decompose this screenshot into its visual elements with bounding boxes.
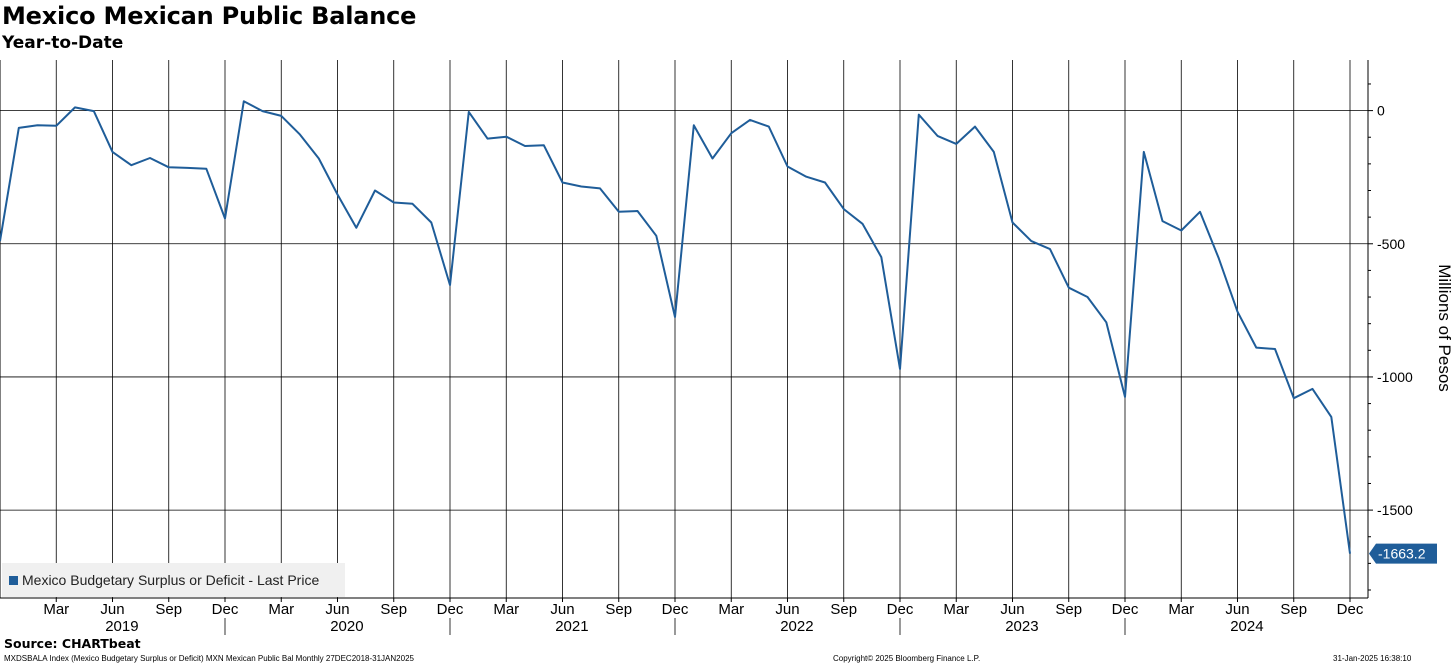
last-value-label: -1663.2 [1369, 543, 1437, 564]
x-tick-label: Dec [212, 601, 239, 618]
footer-timestamp: 31-Jan-2025 16:38:10 [1333, 654, 1412, 663]
legend-swatch [9, 575, 18, 585]
x-tick-label: Dec [887, 601, 914, 618]
footer-copyright: Copyright© 2025 Bloomberg Finance L.P. [833, 654, 981, 663]
series-layer [0, 100, 1351, 554]
x-tick-label: Dec [1112, 601, 1139, 618]
x-tick-label: Jun [325, 601, 349, 618]
y-tick-label: -1500 [1377, 502, 1413, 518]
x-axis: Mar Jun Sep Dec Mar Jun Sep Dec Mar Jun Sep Dec Mar J… [43, 598, 1364, 635]
horizontal-gridlines [0, 110, 1368, 511]
x-tick-label: Sep [155, 601, 182, 618]
chart-subtitle: Year-to-Date [2, 33, 124, 53]
y-axis-title: Millions of Pesos [1435, 264, 1454, 392]
x-tick-label: Sep [380, 601, 407, 618]
x-tick-label: Jun [100, 601, 124, 618]
x-tick-label: Dec [437, 601, 464, 618]
x-tick-label: Sep [1280, 601, 1307, 618]
year-label: 2019 [105, 618, 138, 635]
y-tick-label: -500 [1377, 236, 1405, 252]
year-label: 2021 [555, 618, 588, 635]
x-tick-label: Jun [550, 601, 574, 618]
x-tick-label: Dec [662, 601, 689, 618]
x-tick-label: Mar [943, 601, 969, 618]
y-axis: 0 -500 -1000 -1500 Millions of Pesos [1368, 83, 1454, 591]
x-tick-label: Jun [1000, 601, 1024, 618]
x-tick-label: Mar [493, 601, 519, 618]
year-label: 2023 [1005, 618, 1038, 635]
year-label: 2020 [330, 618, 363, 635]
x-tick-label: Dec [1337, 601, 1364, 618]
legend-label: Mexico Budgetary Surplus or Deficit - La… [22, 572, 320, 588]
legend: Mexico Budgetary Surplus or Deficit - La… [2, 563, 345, 597]
x-tick-label: Mar [1168, 601, 1194, 618]
x-tick-label: Sep [605, 601, 632, 618]
x-tick-label: Jun [1225, 601, 1249, 618]
x-tick-label: Jun [775, 601, 799, 618]
y-tick-label: -1000 [1377, 369, 1413, 385]
x-tick-label: Mar [268, 601, 294, 618]
y-tick-label: 0 [1377, 103, 1385, 119]
year-label: 2022 [780, 618, 813, 635]
x-tick-label: Sep [1055, 601, 1082, 618]
chart-title: Mexico Mexican Public Balance [2, 2, 417, 30]
footer-ticker: MXDSBALA Index (Mexico Budgetary Surplus… [4, 654, 414, 663]
vertical-gridlines [55, 60, 1351, 598]
x-tick-label: Sep [830, 601, 857, 618]
year-label: 2024 [1230, 618, 1263, 635]
x-tick-label: Mar [43, 601, 69, 618]
series-line [0, 100, 1351, 554]
last-value-text: -1663.2 [1378, 546, 1426, 562]
last-value-badge [1369, 543, 1437, 564]
plot-frame [0, 60, 1369, 599]
x-tick-label: Mar [718, 601, 744, 618]
source-label: Source: CHARTbeat [4, 636, 141, 651]
